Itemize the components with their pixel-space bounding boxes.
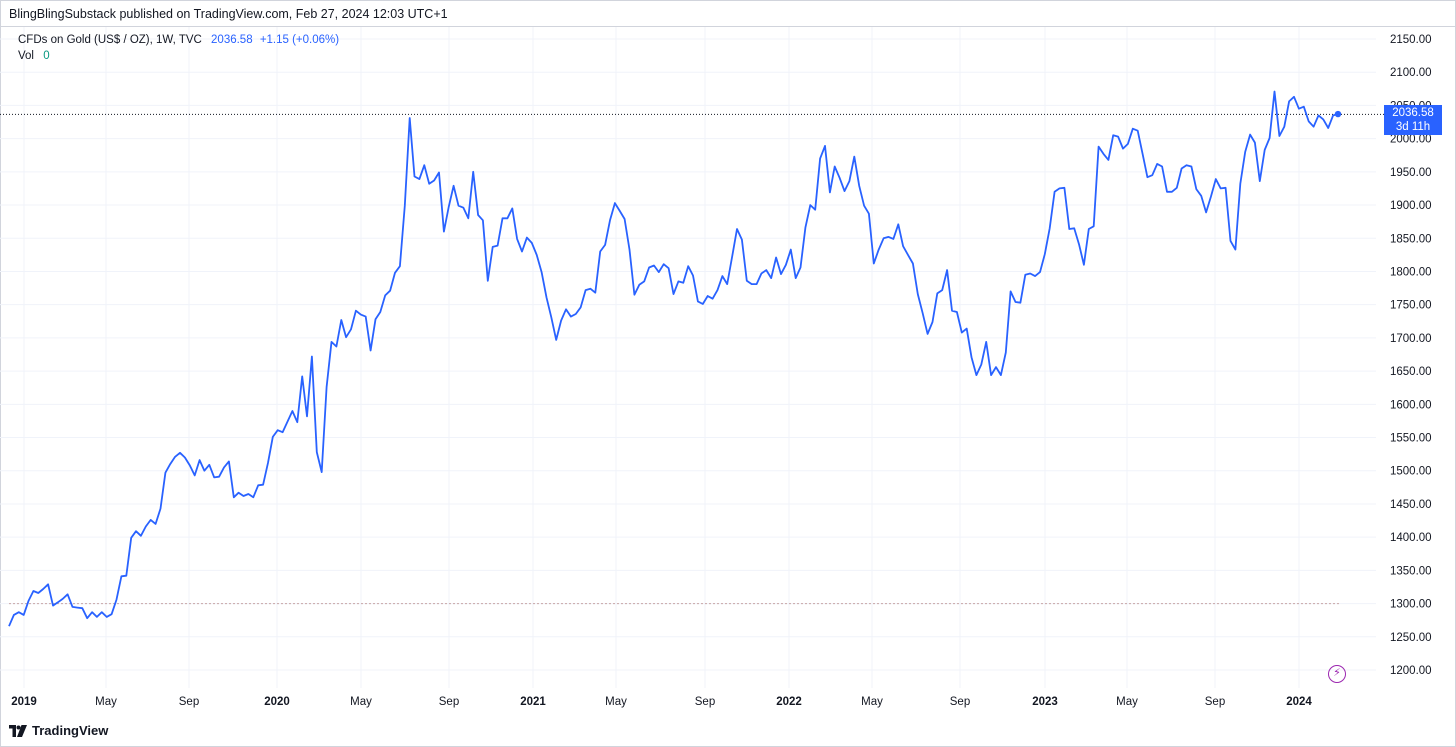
horizontal-gridlines xyxy=(0,38,1376,671)
x-tick-label: Sep xyxy=(439,696,459,708)
symbol-label: CFDs on Gold (US$ / OZ), 1W, TVC xyxy=(18,34,202,46)
x-tick-label: Sep xyxy=(950,696,970,708)
last-value: 2036.58 xyxy=(211,34,253,46)
publisher-line: BlingBlingSubstack published on TradingV… xyxy=(9,7,448,21)
y-tick-label: 2100.00 xyxy=(1390,67,1432,79)
header-divider xyxy=(0,26,1456,27)
volume-value: 0 xyxy=(43,50,50,62)
change-value: +1.15 (+0.06%) xyxy=(259,34,340,46)
y-tick-label: 2150.00 xyxy=(1390,34,1432,46)
y-tick-label: 1800.00 xyxy=(1390,266,1432,278)
x-tick-label: 2020 xyxy=(264,696,290,708)
time-axis: 2019 May Sep 2020 May Sep 2021 May Sep 2022 May Sep… xyxy=(11,696,1312,708)
y-tick-label: 1250.00 xyxy=(1390,632,1432,644)
volume-label: Vol xyxy=(18,50,34,62)
x-tick-label: 2024 xyxy=(1286,696,1312,708)
x-tick-label: May xyxy=(350,696,372,708)
x-tick-label: May xyxy=(605,696,627,708)
y-tick-label: 1700.00 xyxy=(1390,333,1432,345)
x-tick-label: May xyxy=(95,696,117,708)
brand-footer[interactable]: TradingView xyxy=(9,723,108,738)
symbol-legend[interactable]: CFDs on Gold (US$ / OZ), 1W, TVC 2036.58… xyxy=(18,34,339,46)
badge-price: 2036.58 xyxy=(1392,107,1434,120)
x-tick-label: Sep xyxy=(1205,696,1225,708)
y-tick-label: 1500.00 xyxy=(1390,466,1432,478)
price-series-line xyxy=(8,90,1339,627)
y-tick-label: 1600.00 xyxy=(1390,399,1432,411)
y-tick-label: 1200.00 xyxy=(1390,665,1432,677)
x-tick-label: 2019 xyxy=(11,696,37,708)
y-tick-label: 1300.00 xyxy=(1390,599,1432,611)
x-tick-label: 2023 xyxy=(1032,696,1058,708)
x-tick-label: 2022 xyxy=(776,696,802,708)
last-price-badge: 2036.58 3d 11h xyxy=(1384,105,1442,136)
tradingview-logo-icon xyxy=(9,724,27,737)
x-tick-label: May xyxy=(1116,696,1138,708)
y-tick-label: 1750.00 xyxy=(1390,300,1432,312)
y-tick-label: 1400.00 xyxy=(1390,532,1432,544)
x-tick-label: May xyxy=(861,696,883,708)
y-tick-label: 2000.00 xyxy=(1390,134,1432,146)
volume-legend[interactable]: Vol 0 xyxy=(18,50,50,62)
x-tick-label: 2021 xyxy=(520,696,546,708)
lightning-alert-icon[interactable]: ⚡ xyxy=(1328,665,1346,683)
vertical-gridlines xyxy=(23,27,1300,688)
y-tick-label: 1950.00 xyxy=(1390,167,1432,179)
y-tick-label: 1450.00 xyxy=(1390,499,1432,511)
y-tick-label: 1650.00 xyxy=(1390,366,1432,378)
y-tick-label: 1550.00 xyxy=(1390,433,1432,445)
last-price-point xyxy=(1334,110,1342,118)
price-axis: 1200.00 1250.00 1300.00 1350.00 1400.00 1450.… xyxy=(1390,34,1432,677)
y-tick-label: 1900.00 xyxy=(1390,200,1432,212)
x-tick-label: Sep xyxy=(695,696,715,708)
x-tick-label: Sep xyxy=(179,696,199,708)
badge-countdown: 3d 11h xyxy=(1395,121,1431,134)
y-tick-label: 1850.00 xyxy=(1390,233,1432,245)
brand-name: TradingView xyxy=(32,723,109,738)
y-tick-label: 1350.00 xyxy=(1390,565,1432,577)
